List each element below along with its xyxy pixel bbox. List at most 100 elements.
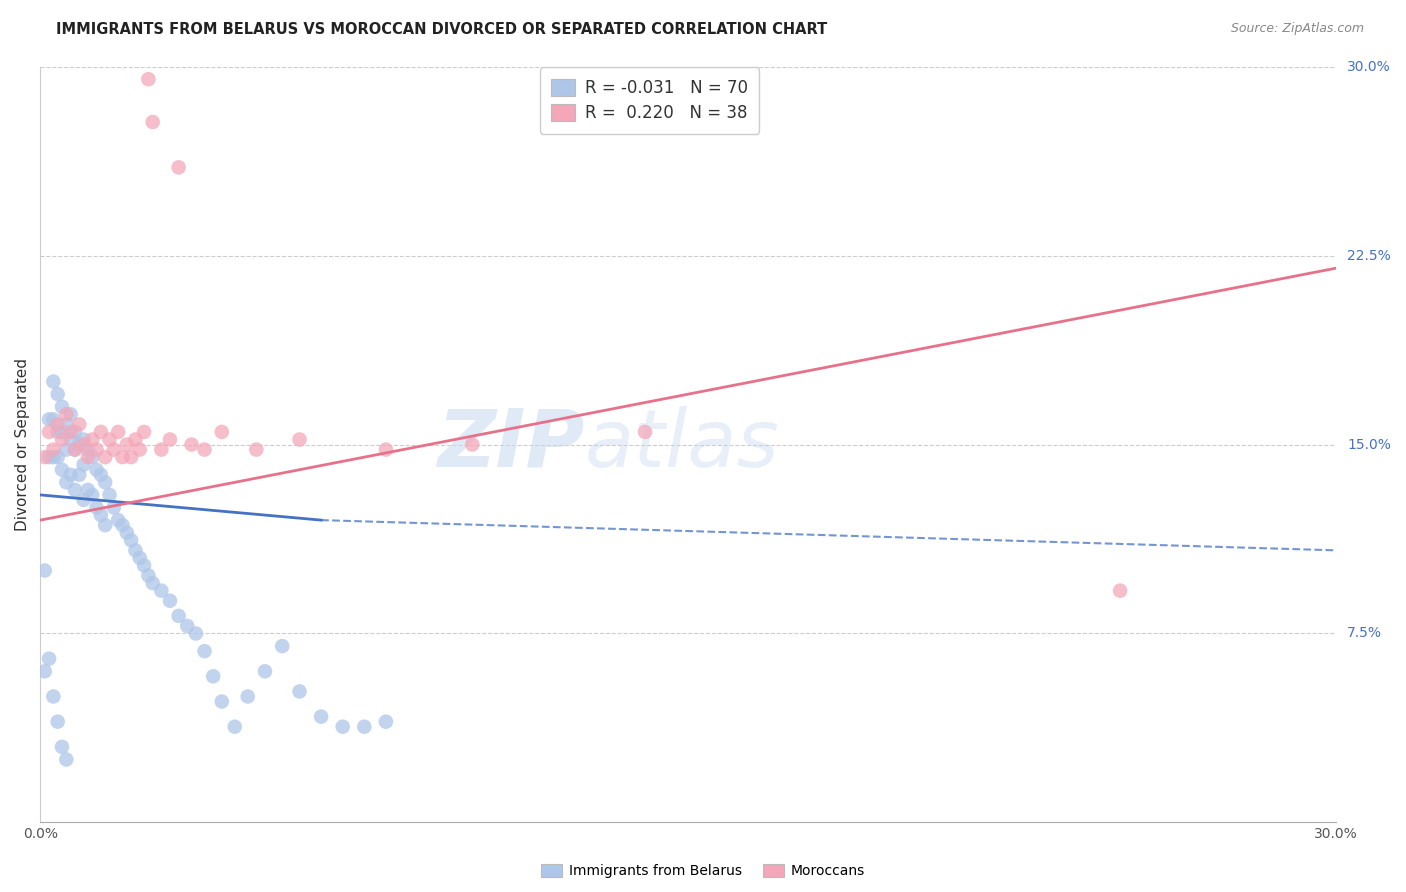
Point bbox=[94, 518, 117, 533]
Point bbox=[98, 433, 121, 447]
Point bbox=[353, 720, 375, 734]
Point bbox=[86, 500, 108, 515]
Point bbox=[90, 425, 112, 439]
Point bbox=[42, 450, 65, 464]
Point bbox=[46, 417, 69, 432]
Point bbox=[211, 425, 233, 439]
Text: Source: ZipAtlas.com: Source: ZipAtlas.com bbox=[1230, 22, 1364, 36]
Point bbox=[90, 467, 112, 482]
Point bbox=[55, 752, 77, 766]
Point bbox=[98, 488, 121, 502]
Point bbox=[167, 608, 190, 623]
Point bbox=[55, 407, 77, 421]
Point bbox=[150, 442, 173, 457]
Text: ZIP: ZIP bbox=[437, 406, 585, 483]
Legend: R = -0.031   N = 70, R =  0.220   N = 38: R = -0.031 N = 70, R = 0.220 N = 38 bbox=[540, 68, 759, 134]
Point bbox=[46, 425, 69, 439]
Point bbox=[38, 425, 60, 439]
Point bbox=[77, 483, 100, 497]
Point bbox=[224, 720, 246, 734]
Point bbox=[211, 694, 233, 708]
Point bbox=[142, 576, 165, 591]
Text: IMMIGRANTS FROM BELARUS VS MOROCCAN DIVORCED OR SEPARATED CORRELATION CHART: IMMIGRANTS FROM BELARUS VS MOROCCAN DIVO… bbox=[56, 22, 828, 37]
Point bbox=[38, 412, 60, 426]
Point bbox=[138, 568, 160, 582]
Point bbox=[103, 442, 125, 457]
Point bbox=[72, 458, 94, 472]
Point bbox=[288, 684, 311, 698]
Point bbox=[86, 442, 108, 457]
Point bbox=[374, 442, 396, 457]
Point bbox=[253, 665, 276, 679]
Point bbox=[63, 425, 86, 439]
Point bbox=[34, 665, 56, 679]
Point bbox=[67, 417, 90, 432]
Point bbox=[42, 690, 65, 704]
Text: 22.5%: 22.5% bbox=[1347, 249, 1391, 262]
Point bbox=[55, 442, 77, 457]
Point bbox=[77, 450, 100, 464]
Point bbox=[63, 442, 86, 457]
Point bbox=[59, 425, 82, 439]
Point bbox=[72, 437, 94, 451]
Point bbox=[120, 533, 142, 548]
Point bbox=[128, 442, 150, 457]
Text: 15.0%: 15.0% bbox=[1347, 438, 1391, 451]
Point bbox=[309, 709, 332, 723]
Point bbox=[46, 387, 69, 401]
Point bbox=[180, 437, 202, 451]
Point bbox=[42, 412, 65, 426]
Point bbox=[63, 442, 86, 457]
Point bbox=[107, 513, 129, 527]
Point bbox=[42, 442, 65, 457]
Point bbox=[138, 72, 160, 87]
Point bbox=[193, 644, 215, 658]
Point bbox=[167, 161, 190, 175]
Point bbox=[132, 558, 155, 573]
Point bbox=[38, 651, 60, 665]
Point bbox=[94, 450, 117, 464]
Point bbox=[128, 550, 150, 565]
Point bbox=[115, 437, 138, 451]
Point bbox=[38, 450, 60, 464]
Point bbox=[46, 714, 69, 729]
Point bbox=[374, 714, 396, 729]
Point bbox=[63, 483, 86, 497]
Point bbox=[142, 115, 165, 129]
Point bbox=[132, 425, 155, 439]
Point bbox=[111, 518, 134, 533]
Text: 7.5%: 7.5% bbox=[1347, 626, 1382, 640]
Point bbox=[55, 475, 77, 490]
Point bbox=[288, 433, 311, 447]
Point bbox=[94, 475, 117, 490]
Point bbox=[42, 375, 65, 389]
Point bbox=[115, 525, 138, 540]
Point bbox=[72, 433, 94, 447]
Point bbox=[1109, 583, 1132, 598]
Point bbox=[34, 564, 56, 578]
Point bbox=[51, 425, 73, 439]
Point bbox=[184, 626, 207, 640]
Point bbox=[34, 450, 56, 464]
Point bbox=[51, 433, 73, 447]
Point bbox=[159, 593, 181, 607]
Point bbox=[332, 720, 354, 734]
Point bbox=[59, 433, 82, 447]
Point bbox=[236, 690, 259, 704]
Point bbox=[90, 508, 112, 522]
Point bbox=[82, 433, 104, 447]
Point bbox=[124, 433, 146, 447]
Y-axis label: Divorced or Separated: Divorced or Separated bbox=[15, 358, 30, 531]
Point bbox=[150, 583, 173, 598]
Point bbox=[111, 450, 134, 464]
Point bbox=[51, 739, 73, 754]
Point bbox=[176, 619, 198, 633]
Point bbox=[202, 669, 225, 683]
Point bbox=[634, 425, 657, 439]
Point bbox=[124, 543, 146, 558]
Point bbox=[271, 639, 294, 653]
Text: atlas: atlas bbox=[585, 406, 779, 483]
Legend: Immigrants from Belarus, Moroccans: Immigrants from Belarus, Moroccans bbox=[534, 857, 872, 885]
Point bbox=[72, 492, 94, 507]
Point bbox=[103, 500, 125, 515]
